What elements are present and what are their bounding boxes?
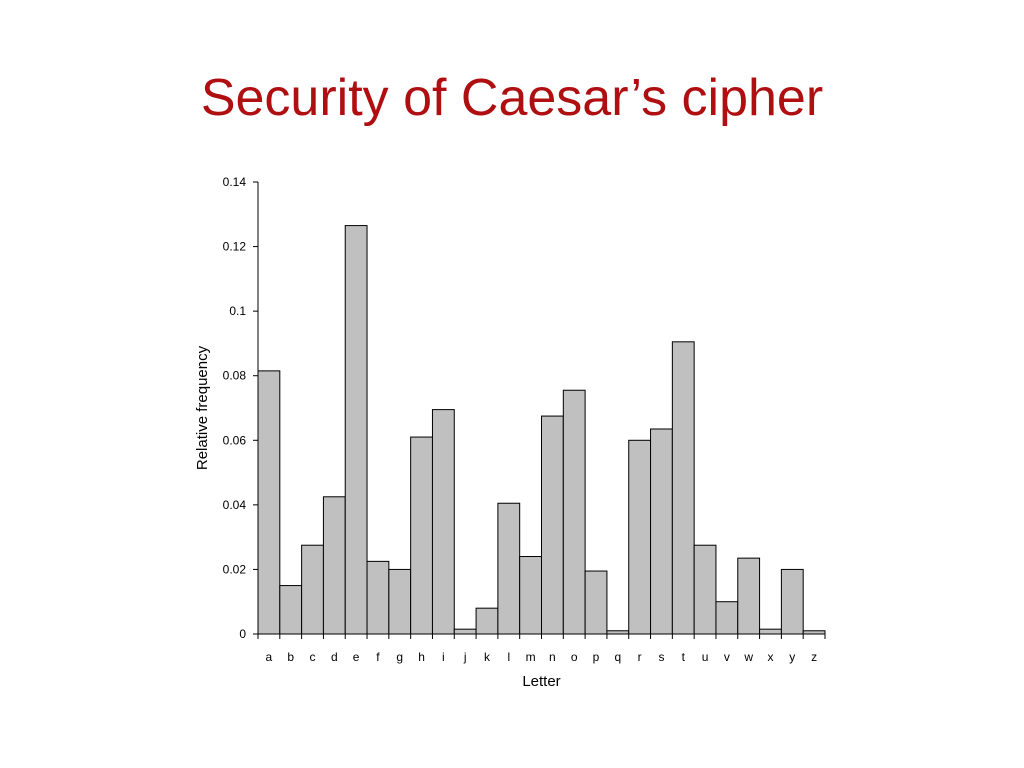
bar-t xyxy=(671,341,695,635)
bar-e xyxy=(344,225,368,635)
x-tick-label-e: e xyxy=(353,650,360,664)
x-tick-label-k: k xyxy=(484,650,491,664)
bar-g xyxy=(388,568,412,635)
bar-f xyxy=(366,560,390,635)
x-tick-label-c: c xyxy=(310,650,316,664)
bar-k xyxy=(475,607,499,635)
bar-x xyxy=(759,628,782,635)
bar-s xyxy=(650,428,673,635)
x-tick-label-u: u xyxy=(702,650,709,664)
bar-p xyxy=(584,570,608,635)
x-tick-label-p: p xyxy=(593,650,600,664)
x-tick-label-r: r xyxy=(638,650,642,664)
x-tick-label-h: h xyxy=(418,650,425,664)
bar-c xyxy=(301,544,324,635)
bar-l xyxy=(497,502,521,635)
bar-h xyxy=(410,436,433,635)
x-tick-label-g: g xyxy=(396,650,403,664)
x-tick-label-n: n xyxy=(549,650,556,664)
bar-d xyxy=(322,496,346,635)
y-tick-label: 0 xyxy=(239,627,246,641)
y-axis-title: Relative frequency xyxy=(194,345,211,470)
bar-u xyxy=(693,544,717,635)
x-tick-label-a: a xyxy=(266,650,273,664)
y-tick-label: 0.12 xyxy=(223,240,247,254)
x-tick-label-y: y xyxy=(789,650,795,664)
y-ticks-group: 0 0.02 0.04 0.06 0.08 0.1 0.12 0.14 xyxy=(223,175,258,641)
y-tick-label: 0.14 xyxy=(223,175,247,189)
bar-w xyxy=(737,557,761,635)
bar-b xyxy=(279,585,303,635)
bar-o xyxy=(562,389,586,635)
x-tick-label-s: s xyxy=(658,650,664,664)
slide-title: Security of Caesar’s cipher xyxy=(200,69,824,127)
x-tick-label-z: z xyxy=(811,650,817,664)
bar-y xyxy=(780,568,804,635)
x-tick-label-l: l xyxy=(507,650,510,664)
bar-a xyxy=(257,370,281,635)
x-tick-label-q: q xyxy=(614,650,621,664)
bar-n xyxy=(541,415,564,635)
x-tick-label-w: w xyxy=(743,650,753,664)
x-tick-label-o: o xyxy=(571,650,578,664)
bars-group xyxy=(257,225,826,635)
x-tick-label-j: j xyxy=(463,650,467,664)
x-tick-label-t: t xyxy=(682,650,686,664)
bar-v xyxy=(715,601,739,635)
bar-m xyxy=(519,556,543,635)
y-tick-label: 0.04 xyxy=(223,498,247,512)
bar-r xyxy=(628,439,652,635)
y-tick-label: 0.1 xyxy=(229,304,246,318)
x-tick-label-f: f xyxy=(376,650,380,664)
bar-j xyxy=(453,628,477,635)
y-tick-label: 0.08 xyxy=(223,369,247,383)
x-axis-title: Letter xyxy=(522,673,560,690)
x-tick-label-d: d xyxy=(331,650,338,664)
y-tick-label: 0.02 xyxy=(223,562,247,576)
x-tick-label-i: i xyxy=(442,650,445,664)
x-tick-label-x: x xyxy=(767,650,773,664)
x-tick-label-b: b xyxy=(287,650,294,664)
x-tick-label-v: v xyxy=(724,650,730,664)
bar-i xyxy=(431,409,455,635)
x-tick-label-m: m xyxy=(526,650,536,664)
y-tick-label: 0.06 xyxy=(223,433,247,447)
